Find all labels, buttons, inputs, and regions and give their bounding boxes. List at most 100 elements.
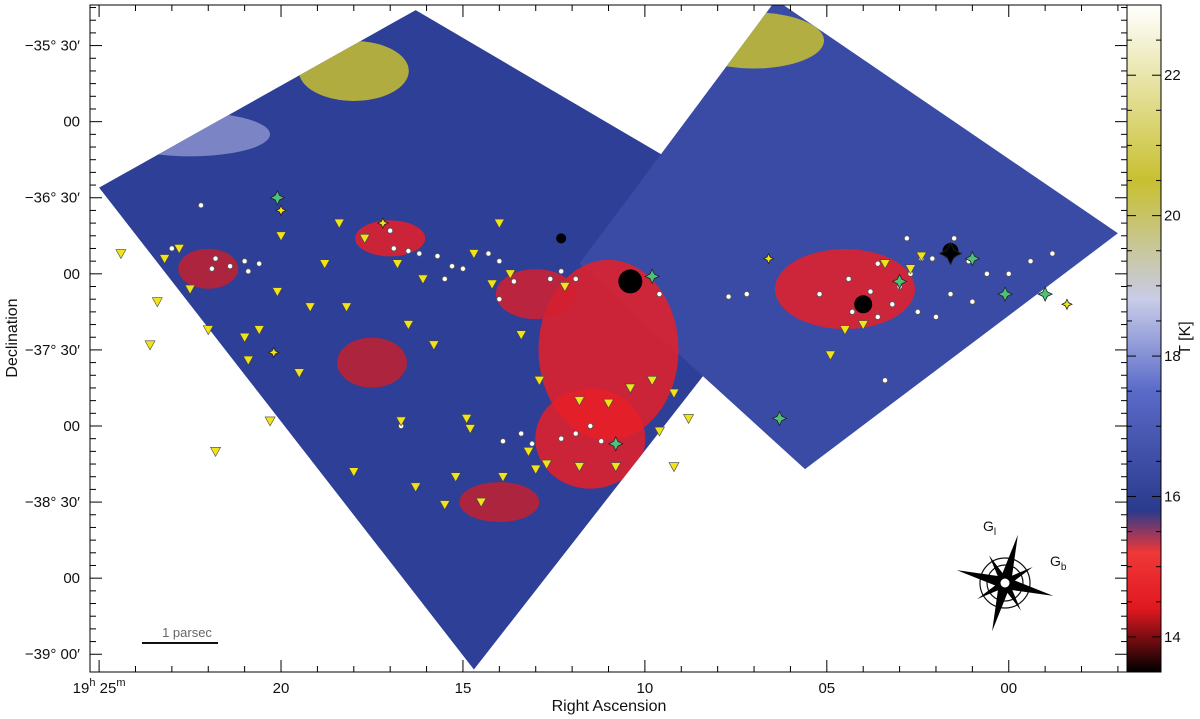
scale-bar-label: 1 parsec [162,625,212,640]
yellow-triangle-marker [493,218,505,229]
black-star-marker [938,241,963,266]
white-source-dot [867,288,874,295]
colorbar-tick-label: 14 [1164,629,1181,646]
yellow-triangle-marker [275,231,287,242]
white-source-dot [245,268,252,275]
dense-core [854,295,873,314]
x-tick-label: 10 [637,680,654,697]
y-tick-labels: −35° 30′ 00 −36° 30′ 00 −37° 30′ 00 −38° 30′ 00… [25,38,80,664]
yellow-triangle-marker [646,376,658,386]
colorbar-tick-label: 16 [1164,488,1181,505]
x-axis-title: Right Ascension [552,698,667,715]
white-source-dot [951,235,958,242]
compass-spike [1003,577,1054,596]
yellow-triangle-marker [348,467,360,478]
colorbar-tick-label: 18 [1164,348,1181,365]
yellow-triangle-marker [541,459,553,470]
green-star-marker [1037,286,1054,303]
yellow-triangle-marker [653,426,665,437]
yellow-triangle-marker [239,332,251,343]
white-source-dot [459,265,466,272]
yellow-star-marker [376,217,389,230]
white-source-dot [518,430,525,437]
white-source-dot [845,275,852,282]
yellow-triangle-marker [410,482,422,493]
yellow-triangle-marker [115,249,127,260]
yellow-triangle-marker [391,259,403,270]
yellow-star-marker [275,204,287,217]
yellow-triangle-marker [253,325,265,336]
yellow-triangle-marker [533,376,545,386]
cold-region [178,248,239,289]
compass-spike [956,570,1007,589]
yellow-triangle-marker [359,234,371,244]
white-source-dot [405,248,412,255]
white-source-dot [882,377,889,384]
white-source-dot [197,202,204,209]
white-source-dot [256,260,263,267]
y-tick-label: −37° 30′ [25,342,80,359]
colorbar-tick-label: 20 [1164,208,1181,225]
compass-spike [992,581,1011,632]
map-tiles [99,5,1118,670]
white-source-dot [587,422,594,429]
yellow-triangle-marker [468,249,480,260]
white-source-dot [889,301,896,308]
white-source-dot [1027,258,1034,265]
white-source-dot [547,275,554,282]
white-source-dot [485,250,492,257]
white-source-dot [434,253,441,260]
white-source-dot [529,440,536,447]
yellow-triangle-marker [439,500,451,511]
yellow-triangle-marker [573,462,585,473]
yellow-triangle-marker [402,320,414,331]
green-star-marker [771,410,788,427]
axis-ticks [90,5,1127,672]
yellow-triangle-marker [857,320,869,331]
white-source-dot [390,245,397,252]
cold-region [459,482,540,523]
yellow-triangle-marker [184,284,196,295]
green-star-marker [997,286,1014,303]
white-source-dot [572,275,579,282]
yellow-triangle-marker [824,350,836,361]
yellow-triangle-marker [151,297,163,308]
yellow-triangle-marker [264,416,276,427]
cold-region [336,337,407,388]
yellow-triangle-marker [475,497,487,508]
white-source-dot [387,227,394,234]
white-source-dot [983,270,990,277]
yellow-triangle-marker [319,259,331,270]
white-source-dot [849,308,856,315]
white-source-dot [168,245,175,252]
yellow-triangle-marker [522,447,534,457]
yellow-triangle-marker [504,269,516,280]
white-source-dot [969,298,976,305]
green-star-marker [891,273,908,290]
x-tick-label: 05 [818,680,835,697]
yellow-triangle-marker [461,414,473,425]
green-star-marker [607,435,624,452]
yellow-triangle-marker [668,388,680,399]
white-source-dot [947,291,954,298]
white-source-dot [558,268,565,275]
yellow-triangle-marker [159,254,171,265]
y-tick-label: −35° 30′ [25,38,80,55]
cold-region [495,269,576,320]
west-tile [99,10,809,670]
green-star-marker [269,189,286,206]
white-source-dot [499,438,506,445]
y-tick-label: −39° 00′ [25,646,80,663]
yellow-triangle-marker [486,279,498,290]
yellow-triangle-marker [173,244,185,255]
yellow-triangle-marker [915,251,927,262]
y-tick-label: 00 [63,418,80,435]
x-tick-label: 00 [1000,680,1017,697]
yellow-triangle-marker [144,340,156,351]
yellow-triangle-marker [602,398,615,409]
white-source-dot [929,255,936,262]
white-source-dot [932,313,939,320]
cold-region [775,249,916,330]
yellow-triangle-marker [271,287,283,298]
compass-ring [979,557,1031,609]
